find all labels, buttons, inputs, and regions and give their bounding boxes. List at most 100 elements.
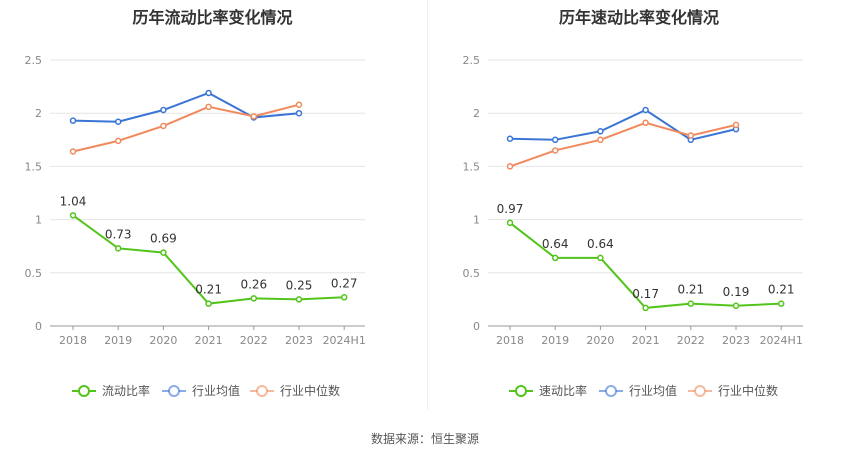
legend-marker: [515, 385, 527, 397]
y-tick-label: 0.5: [463, 267, 481, 280]
data-label: 0.27: [331, 276, 358, 290]
x-tick-label: 2018: [59, 334, 87, 347]
data-point: [69, 212, 77, 219]
y-tick-label: 0: [473, 320, 480, 333]
data-point: [114, 137, 122, 145]
y-tick-label: 1.5: [25, 160, 43, 173]
data-point: [295, 101, 303, 108]
y-tick-label: 0: [35, 320, 42, 333]
chart-title-current-ratio: 历年流动比率变化情况: [132, 8, 293, 27]
legend-label: 行业中位数: [280, 383, 340, 398]
data-point: [732, 302, 740, 310]
data-label: 0.19: [723, 285, 750, 299]
legend-marker: [168, 385, 180, 397]
data-point: [160, 122, 167, 130]
data-point: [597, 254, 604, 262]
data-label: 0.73: [105, 227, 132, 241]
data-label: 0.97: [497, 202, 524, 216]
data-point: [295, 109, 303, 117]
y-tick-label: 0.5: [25, 267, 43, 280]
legend-item-1: 行业均值: [599, 383, 677, 398]
data-point: [160, 249, 167, 256]
data-point: [687, 300, 695, 307]
x-tick-label: 2018: [496, 334, 524, 347]
data-point: [205, 300, 212, 307]
data-point: [340, 294, 348, 301]
data-label: 0.21: [195, 283, 222, 297]
data-point: [597, 128, 604, 135]
data-point: [295, 296, 303, 303]
data-point: [114, 245, 122, 252]
legend-marker: [605, 385, 617, 397]
legend-label: 流动比率: [102, 383, 150, 398]
x-tick-label: 2021: [195, 334, 223, 347]
y-tick-label: 2: [35, 107, 42, 120]
x-tick-label: 2020: [149, 334, 177, 347]
data-label: 0.21: [677, 283, 704, 297]
legend-item-2: 行业中位数: [688, 383, 778, 398]
data-label: 0.21: [768, 283, 795, 297]
chart-title-quick-ratio: 历年速动比率变化情况: [558, 8, 719, 27]
data-point: [642, 304, 649, 312]
legend-marker: [78, 385, 90, 397]
data-label: 0.69: [150, 232, 177, 246]
data-point: [69, 148, 77, 155]
legend-label: 行业中位数: [718, 383, 778, 398]
data-label: 0.64: [587, 237, 614, 251]
series-line-2: [509, 121, 737, 168]
panel-divider: [427, 0, 428, 410]
data-label: 0.17: [632, 287, 659, 301]
data-label: 0.26: [240, 277, 267, 291]
data-point: [551, 254, 559, 262]
y-tick-label: 2: [473, 107, 480, 120]
x-tick-label: 2021: [632, 334, 660, 347]
y-tick-label: 1: [35, 214, 42, 227]
data-point: [506, 163, 514, 170]
y-tick-label: 1.5: [463, 160, 481, 173]
data-point: [506, 219, 514, 227]
data-label: 0.64: [542, 237, 569, 251]
data-label: 0.25: [286, 278, 313, 292]
chart-panel-1: 0 0.5 1 1.5 2 2.5 2018 2019 2020 2021 2022 2023 2024…: [463, 54, 803, 398]
y-tick-label: 1: [473, 214, 480, 227]
legend-item-0: 流动比率: [72, 383, 150, 398]
series-line-2: [72, 103, 300, 153]
legend-marker: [256, 385, 268, 397]
data-point: [642, 119, 649, 127]
x-tick-label: 2019: [104, 334, 132, 347]
data-point: [69, 117, 77, 124]
legend-marker: [694, 385, 706, 397]
data-point: [642, 106, 649, 114]
data-point: [205, 89, 212, 97]
x-tick-label: 2023: [722, 334, 750, 347]
data-point: [597, 136, 604, 144]
data-point: [114, 118, 122, 125]
data-point: [732, 121, 740, 129]
legend-label: 行业均值: [192, 383, 240, 398]
data-point: [250, 295, 258, 302]
data-point: [551, 136, 559, 144]
series-line-1: [72, 91, 300, 123]
legend-item-2: 行业中位数: [250, 383, 340, 398]
charts-canvas: 0 0.5 1 1.5 2 2.5 2018 2019 2020 2021 2022 2023 2024…: [25, 54, 803, 398]
legend-item-1: 行业均值: [162, 383, 240, 398]
legend-item-0: 速动比率: [509, 383, 587, 398]
x-tick-label: 2022: [677, 334, 705, 347]
data-point: [506, 135, 514, 142]
data-point: [687, 132, 695, 139]
x-tick-label: 2023: [285, 334, 313, 347]
data-source: 数据来源：恒生聚源: [370, 432, 479, 446]
x-tick-label: 2020: [586, 334, 614, 347]
x-tick-label: 2022: [240, 334, 268, 347]
data-point: [160, 106, 167, 114]
y-tick-label: 2.5: [463, 54, 481, 67]
legend-label: 行业均值: [629, 383, 677, 398]
x-tick-label: 2019: [541, 334, 569, 347]
data-point: [551, 147, 559, 154]
series-line-1: [509, 108, 737, 141]
data-point: [205, 103, 212, 111]
data-label: 1.04: [60, 194, 87, 208]
x-tick-label: 2024H1: [323, 334, 366, 347]
data-point: [250, 113, 258, 120]
data-point: [777, 300, 785, 307]
